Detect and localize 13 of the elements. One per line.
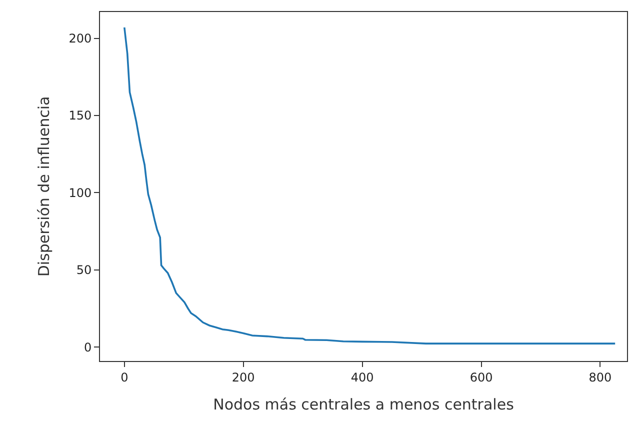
x-tick-label: 800 — [588, 370, 612, 384]
y-tick-label: 50 — [76, 263, 92, 278]
y-tick-label: 200 — [68, 31, 92, 46]
x-tick-label: 400 — [350, 370, 374, 384]
y-axis-title: Dispersión de influencia — [34, 96, 53, 277]
x-tick-label: 200 — [232, 370, 255, 384]
x-axis-title: Nodos más centrales a menos centrales — [213, 395, 514, 414]
y-tick-label: 0 — [84, 340, 92, 354]
y-tick-label: 100 — [68, 186, 92, 200]
x-tick-label: 0 — [120, 370, 128, 384]
x-tick-label: 600 — [470, 370, 493, 384]
y-tick-label: 150 — [68, 108, 92, 123]
line-series — [123, 26, 616, 344]
